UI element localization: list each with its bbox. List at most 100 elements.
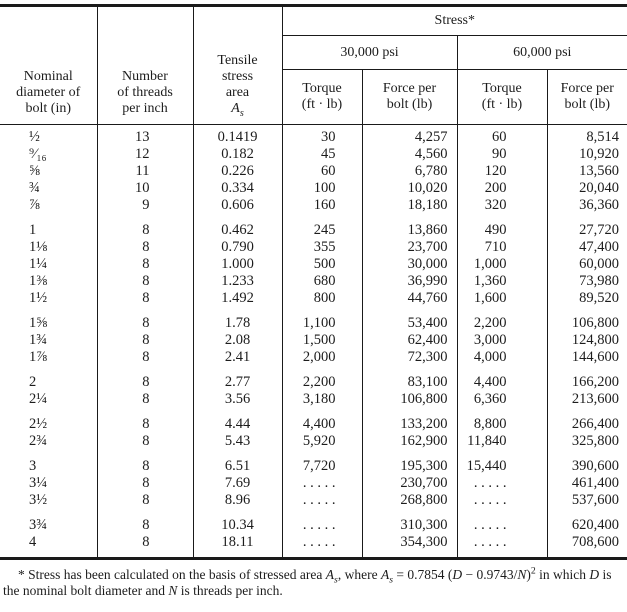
table-cell: 23,700 — [361, 239, 457, 256]
table-cell: 2.08 — [192, 332, 282, 349]
table-cell: 8 — [96, 239, 193, 256]
table-cell: 11,840 — [456, 433, 547, 450]
table-row: ⅞ 9 0.606 160 18,180 320 36,360 — [0, 197, 627, 214]
table-cell: 230,700 — [361, 475, 457, 492]
table-cell: 1,100 — [281, 307, 362, 332]
table-cell: ⁹⁄₁₆ — [29, 146, 47, 162]
footnote: * Stress has been calculated on the basi… — [3, 565, 612, 598]
col-header-force-60k: Force per bolt (lb) — [546, 69, 627, 125]
table-row: 1¾ 8 2.08 1,500 62,400 3,000 124,800 — [0, 332, 627, 349]
table-cell: 3 — [29, 458, 37, 474]
table-cell: 45 — [281, 146, 362, 163]
table-cell: 8 — [96, 433, 193, 450]
table-cell: 60 — [456, 124, 547, 146]
table-cell: 2½ — [29, 416, 48, 432]
table-cell: 36,990 — [361, 273, 457, 290]
table-cell: 12 — [96, 146, 193, 163]
table-cell: 708,600 — [546, 534, 627, 559]
table-cell: 1,600 — [456, 290, 547, 307]
table-cell: 8 — [96, 391, 193, 408]
row-group: 2½ 8 4.44 4,400 133,200 8,800 266,400 2¾ 8 5.43 5,… — [0, 408, 627, 450]
table-cell: 7.69 — [192, 475, 282, 492]
table-cell: 8 — [96, 366, 193, 391]
table-cell: 8,514 — [546, 124, 627, 146]
table-cell: 8 — [96, 509, 193, 534]
table-cell: 27,720 — [546, 214, 627, 239]
row-group: 1 8 0.462 245 13,860 490 27,720 1⅛ 8 0.790 355 23,7… — [0, 214, 627, 307]
table-cell: 6.51 — [192, 450, 282, 475]
table-cell: 1.78 — [192, 307, 282, 332]
table-cell: 8,800 — [456, 408, 547, 433]
table-cell: 6,360 — [456, 391, 547, 408]
table-cell: 1½ — [29, 290, 48, 306]
table-cell: 124,800 — [546, 332, 627, 349]
table-cell: 2¾ — [29, 433, 48, 449]
col-header-threads-per-inch: Number of threads per inch — [96, 5, 193, 125]
table-cell: ⅝ — [29, 163, 40, 179]
table-cell: 90 — [456, 146, 547, 163]
table-cell: 8 — [96, 408, 193, 433]
table-cell: 8 — [96, 214, 193, 239]
table-cell: 13,560 — [546, 163, 627, 180]
table-cell: 1,000 — [456, 256, 547, 273]
table-cell: 10.34 — [192, 509, 282, 534]
table-cell: 1⅛ — [29, 239, 48, 255]
table-cell: 160 — [281, 197, 362, 214]
table-cell: 4 — [29, 534, 37, 550]
table-cell: 3¼ — [29, 475, 48, 491]
table-cell: 1.000 — [192, 256, 282, 273]
table-cell: 36,360 — [546, 197, 627, 214]
bolt-torque-table: Nominal diameter of bolt (in) Number of … — [0, 4, 627, 560]
header-row-measures: Torque (ft · lb) Force per bolt (lb) Tor… — [0, 69, 627, 125]
table-cell: . . . . . — [281, 475, 362, 492]
table-row: ⁹⁄₁₆ 12 0.182 45 4,560 90 10,920 — [0, 146, 627, 163]
col-header-60000-psi: 60,000 psi — [456, 35, 627, 70]
table-cell: 10 — [96, 180, 193, 197]
col-header-30000-psi: 30,000 psi — [281, 35, 457, 70]
row-group: 2 8 2.77 2,200 83,100 4,400 166,200 2¼ 8 3.56 3,18… — [0, 366, 627, 408]
table-cell: 3½ — [29, 492, 48, 508]
row-group: 3 8 6.51 7,720 195,300 15,440 390,600 3¼ 8 7.69. … — [0, 450, 627, 509]
table-row: 1⅛ 8 0.790 355 23,700 710 47,400 — [0, 239, 627, 256]
table-cell: 4,000 — [456, 349, 547, 366]
row-group: 1⅝ 8 1.78 1,100 53,400 2,200 106,800 1¾ 8 2.08 1,5… — [0, 307, 627, 366]
table-cell: 1¾ — [29, 332, 48, 348]
table-cell: 0.182 — [192, 146, 282, 163]
table-cell: 1.492 — [192, 290, 282, 307]
table-cell: 200 — [456, 180, 547, 197]
table-cell: 245 — [281, 214, 362, 239]
table-cell: 9 — [96, 197, 193, 214]
table-cell: ½ — [29, 129, 40, 145]
table-cell: 11 — [96, 163, 193, 180]
table-cell: 1⅜ — [29, 273, 48, 289]
table-cell: 8 — [96, 256, 193, 273]
table-cell: 8 — [96, 450, 193, 475]
table-row: 3½ 8 8.96. . . . . 268,800. . . . . 537,600 — [0, 492, 627, 509]
table-cell: 0.606 — [192, 197, 282, 214]
table-cell: 8 — [96, 349, 193, 366]
table-cell: 2¼ — [29, 391, 48, 407]
table-cell: . . . . . — [456, 509, 547, 534]
table-cell: 8 — [96, 492, 193, 509]
table-cell: 355 — [281, 239, 362, 256]
table-cell: 4,560 — [361, 146, 457, 163]
table-cell: 2,200 — [281, 366, 362, 391]
table-row: 1⅝ 8 1.78 1,100 53,400 2,200 106,800 — [0, 307, 627, 332]
table-cell: 2.77 — [192, 366, 282, 391]
header-row-psi: 30,000 psi 60,000 psi — [0, 35, 627, 70]
table-row: 3¼ 8 7.69. . . . . 230,700. . . . . 461,400 — [0, 475, 627, 492]
table-cell: 106,800 — [546, 307, 627, 332]
table-cell: ⅞ — [29, 197, 40, 213]
table-cell: 8 — [96, 534, 193, 559]
col-header-nominal-diameter: Nominal diameter of bolt (in) — [0, 5, 97, 125]
table-cell: 490 — [456, 214, 547, 239]
table-cell: . . . . . — [456, 534, 547, 559]
table-row: 2¼ 8 3.56 3,180 106,800 6,360 213,600 — [0, 391, 627, 408]
table-cell: 0.790 — [192, 239, 282, 256]
table-row: 2 8 2.77 2,200 83,100 4,400 166,200 — [0, 366, 627, 391]
table-cell: 8 — [96, 332, 193, 349]
table-cell: 5.43 — [192, 433, 282, 450]
table-cell: 5,920 — [281, 433, 362, 450]
table-cell: 73,980 — [546, 273, 627, 290]
table-cell: 310,300 — [361, 509, 457, 534]
